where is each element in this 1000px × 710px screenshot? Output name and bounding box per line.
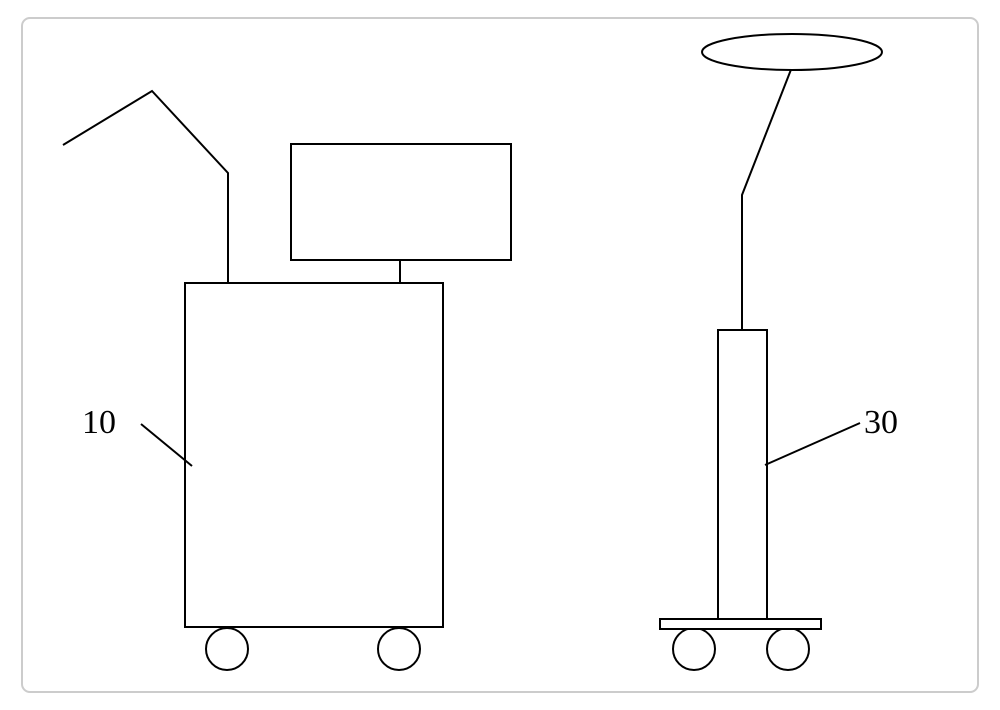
right-device-disc: [702, 34, 882, 70]
left-device-monitor: [291, 144, 511, 260]
outer-frame: [22, 18, 978, 692]
left-device-body: [185, 283, 443, 627]
right-device-wheel-0: [673, 628, 715, 670]
left-device-arm: [63, 91, 228, 283]
left-device-wheel-0: [206, 628, 248, 670]
label-30-leader: [765, 423, 860, 465]
label-10: 10: [82, 404, 116, 441]
right-device-wheel-1: [767, 628, 809, 670]
left-device-wheel-1: [378, 628, 420, 670]
right-device-arm: [742, 67, 792, 330]
right-device-pillar: [718, 330, 767, 619]
label-30: 30: [864, 404, 898, 441]
right-device-base: [660, 619, 821, 629]
